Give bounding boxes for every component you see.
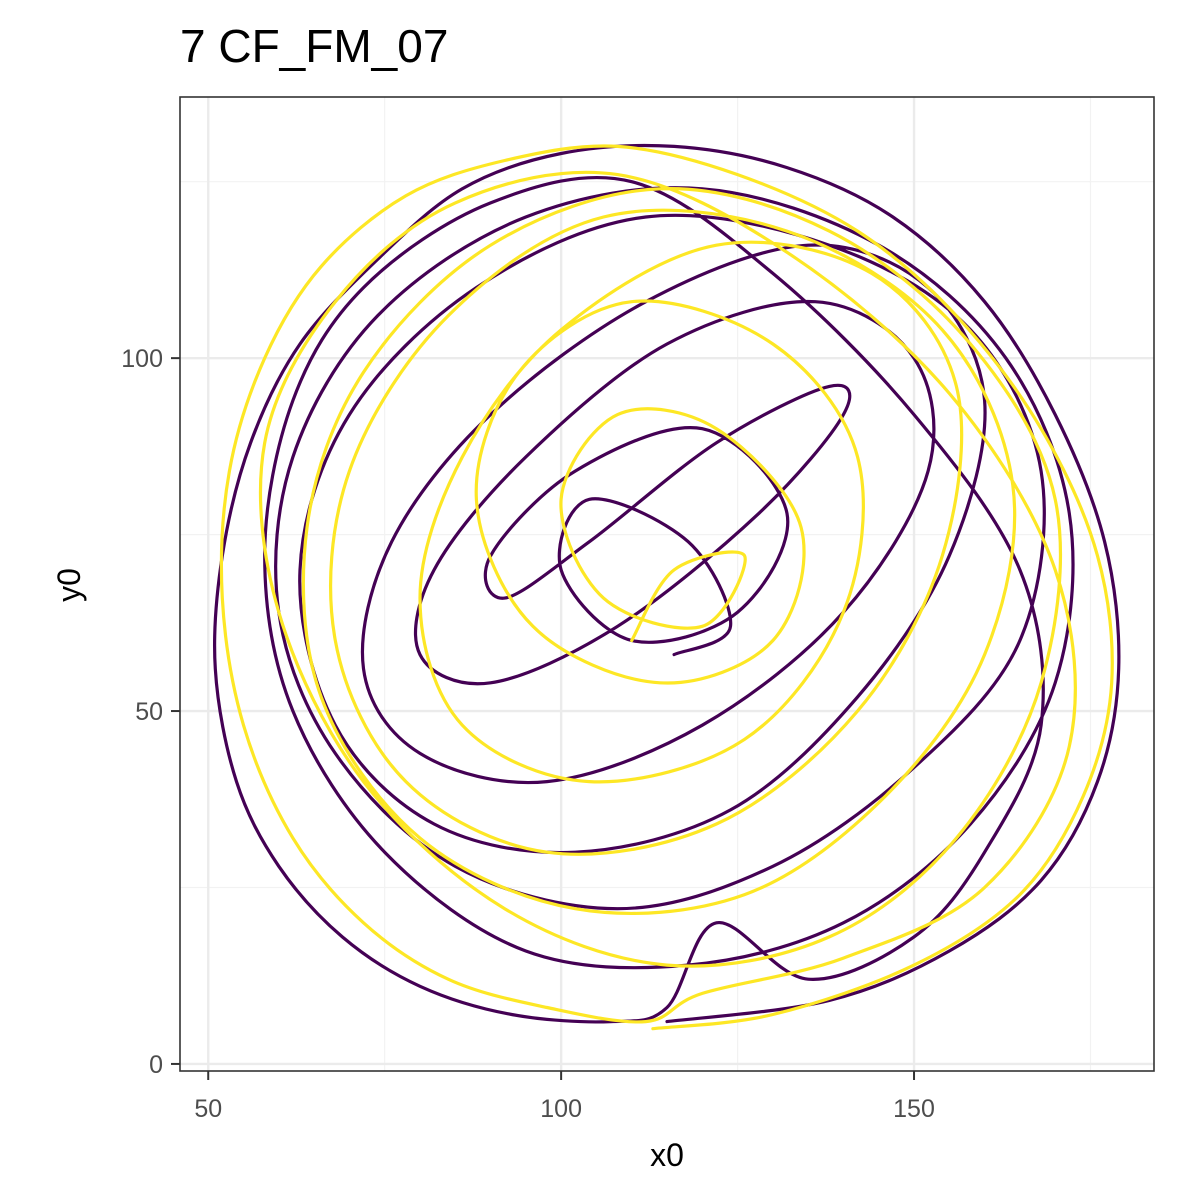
- plot-panel-border: [179, 96, 1155, 1072]
- x-axis-title: x0: [650, 1137, 684, 1173]
- y-axis: 0 50 100: [121, 345, 180, 1079]
- x-axis: 50 100 150: [194, 1071, 935, 1123]
- x-tick-label-2: 150: [893, 1095, 935, 1123]
- series-line-1: [219, 144, 1114, 1031]
- series-layer: [212, 143, 1121, 1031]
- y-tick-label-2: 100: [121, 345, 163, 373]
- plot-panel-background: [180, 97, 1154, 1071]
- y-tick-label-0: 0: [149, 1051, 163, 1079]
- y-tick-label-1: 50: [135, 698, 163, 726]
- chart-title: 7 CF_FM_07: [180, 20, 448, 72]
- x-tick-label-0: 50: [194, 1095, 222, 1123]
- series-line-0: [212, 143, 1121, 1024]
- y-axis-title: y0: [51, 568, 87, 602]
- x-tick-label-1: 100: [540, 1095, 582, 1123]
